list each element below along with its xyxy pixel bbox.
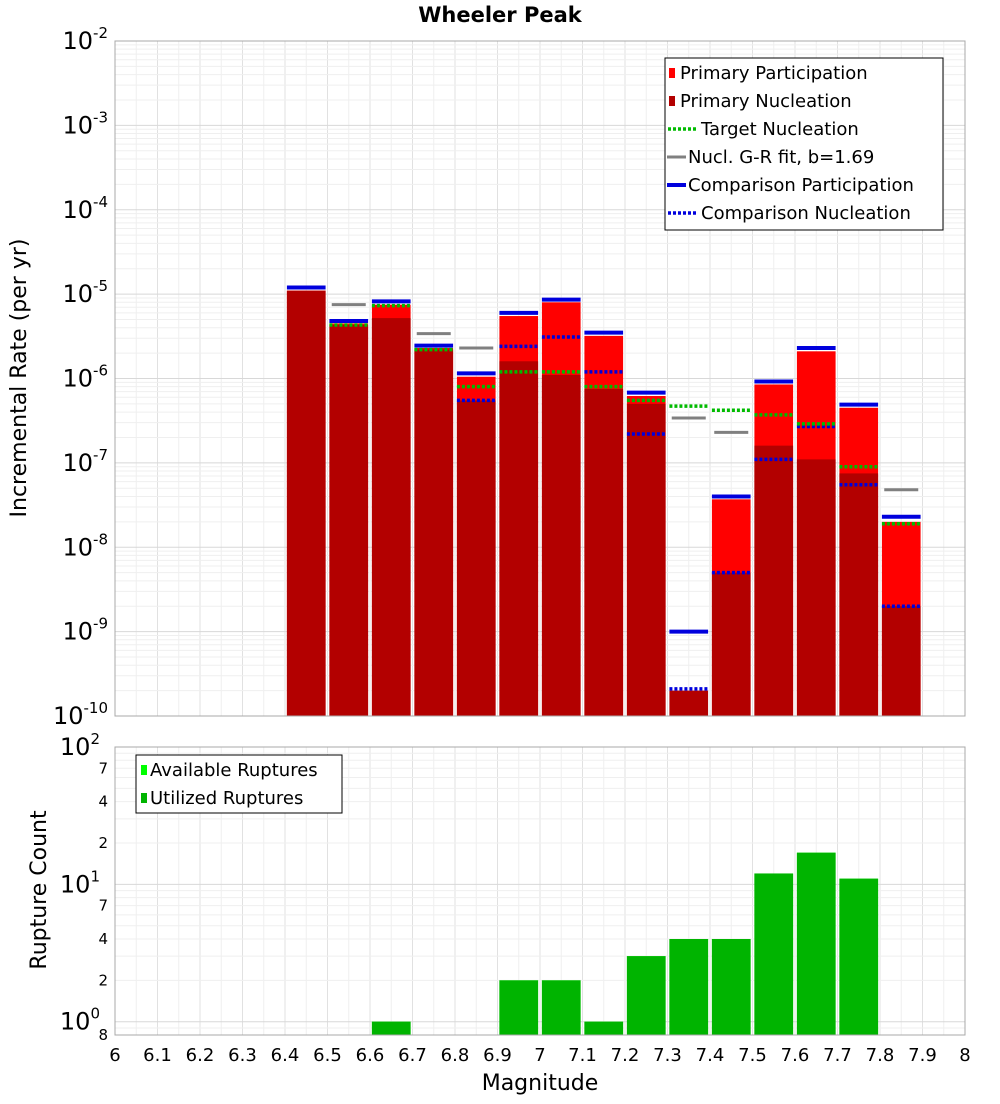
x-tick-label: 6.5: [313, 1045, 342, 1066]
bottom-y-tick-label: 2: [98, 971, 108, 989]
legend-swatch: [141, 765, 147, 775]
x-tick-label: 6.7: [398, 1045, 427, 1066]
top-y-tick-label: 10-8: [62, 530, 108, 561]
legend-label: Available Ruptures: [150, 760, 318, 781]
bar-utilized-ruptures: [754, 873, 794, 1035]
bar-utilized-ruptures: [584, 1021, 624, 1035]
top-y-axis-label: Incremental Rate (per yr): [7, 239, 32, 518]
bar-utilized-ruptures: [839, 878, 879, 1035]
top-y-tick-label: 10-6: [62, 362, 108, 393]
bar-primary-nucleation: [881, 606, 921, 716]
bar-primary-nucleation: [626, 403, 666, 716]
bar-primary-nucleation: [754, 445, 794, 716]
x-tick-label: 6.6: [356, 1045, 385, 1066]
bar-primary-nucleation: [584, 389, 624, 716]
x-tick-label: 7.6: [781, 1045, 810, 1066]
bottom-y-tick-label: 8: [98, 1026, 108, 1044]
x-tick-label: 7.5: [738, 1045, 767, 1066]
x-tick-label: 6.2: [186, 1045, 215, 1066]
x-tick-label: 7: [534, 1045, 545, 1066]
x-tick-label: 8: [959, 1045, 970, 1066]
bottom-plot-frame: [114, 746, 966, 1036]
bar-primary-nucleation: [371, 318, 411, 716]
bar-primary-nucleation: [414, 349, 454, 716]
x-tick-label: 6.8: [441, 1045, 470, 1066]
bottom-y-tick-label: 101: [60, 867, 100, 898]
bottom-y-tick-label: 4: [98, 793, 108, 811]
data-layer: [286, 285, 921, 1035]
bar-utilized-ruptures: [499, 980, 539, 1035]
x-tick-label: 7.9: [908, 1045, 937, 1066]
bottom-y-tick-label: 100: [60, 1005, 100, 1036]
top-y-tick-label: 10-4: [62, 193, 108, 224]
bottom-y-tick-label: 7: [98, 897, 108, 915]
bar-utilized-ruptures: [541, 980, 581, 1035]
bar-primary-nucleation: [499, 361, 539, 716]
bar-primary-nucleation: [541, 375, 581, 716]
top-legend-box: [664, 57, 944, 231]
legend-swatch: [141, 793, 147, 803]
bar-utilized-ruptures: [626, 956, 666, 1035]
top-legend: Primary Participation Primary Nucleation T…: [664, 57, 944, 231]
bar-primary-nucleation: [711, 572, 751, 716]
bar-utilized-ruptures: [371, 1021, 411, 1035]
top-y-tick-label: 10-9: [62, 615, 108, 646]
bar-utilized-ruptures: [796, 852, 836, 1035]
top-y-tick-label: 10-3: [62, 108, 108, 139]
bottom-y-tick-label: 7: [98, 759, 108, 777]
legend-swatch: [669, 68, 675, 78]
bottom-y-tick-label: 4: [98, 930, 108, 948]
x-tick-label: 7.8: [866, 1045, 895, 1066]
x-tick-label: 6.9: [483, 1045, 512, 1066]
legend-label: Comparison Nucleation: [701, 203, 911, 224]
x-axis-label: Magnitude: [482, 1071, 599, 1096]
x-tick-label: 6.1: [143, 1045, 172, 1066]
x-tick-label: 7.4: [696, 1045, 725, 1066]
x-tick-label: 7.2: [611, 1045, 640, 1066]
x-tick-label: 6.3: [228, 1045, 257, 1066]
top-plot-frame: [114, 40, 966, 717]
top-y-tick-label: 10-7: [62, 446, 108, 477]
legend-label: Comparison Participation: [688, 175, 914, 196]
bottom-y-axis-label: Rupture Count: [27, 810, 52, 970]
bottom-y-tick-label: 102: [60, 730, 100, 761]
bottom-y-tick-label: 2: [98, 834, 108, 852]
x-tick-label: 6: [109, 1045, 120, 1066]
bottom-legend-box: [135, 754, 343, 814]
bar-primary-nucleation: [796, 459, 836, 716]
axis-layer: 10-2 10-3 10-4 10-5 10-6 10-7 10-8 10-9 10-10 Pri…: [53, 24, 971, 1066]
top-y-tick-label: 10-2: [62, 24, 108, 55]
bar-primary-nucleation: [839, 473, 879, 716]
chart-title: Wheeler Peak: [418, 3, 583, 27]
bar-primary-nucleation: [286, 290, 326, 716]
bar-primary-nucleation: [456, 400, 496, 716]
bar-primary-nucleation: [329, 325, 369, 716]
top-y-tick-label: 10-5: [62, 277, 108, 308]
x-tick-label: 7.7: [823, 1045, 852, 1066]
top-y-tick-label: 10-10: [53, 699, 108, 730]
x-tick-label: 6.4: [271, 1045, 300, 1066]
legend-label: Target Nucleation: [700, 119, 859, 140]
bar-primary-nucleation: [669, 690, 709, 716]
bottom-legend: Available Ruptures Utilized Ruptures: [135, 754, 343, 814]
bar-utilized-ruptures: [669, 939, 709, 1035]
x-tick-label: 7.1: [568, 1045, 597, 1066]
legend-label: Nucl. G-R fit, b=1.69: [688, 147, 874, 168]
x-tick-label: 7.3: [653, 1045, 682, 1066]
legend-label: Primary Participation: [680, 63, 868, 84]
legend-label: Primary Nucleation: [680, 91, 852, 112]
legend-label: Utilized Ruptures: [150, 788, 303, 809]
bar-utilized-ruptures: [711, 939, 751, 1035]
legend-swatch: [669, 96, 675, 106]
